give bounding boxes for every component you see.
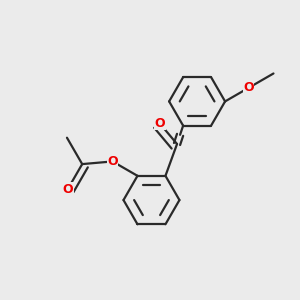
Text: O: O: [62, 182, 73, 196]
Text: O: O: [243, 81, 254, 94]
Text: O: O: [154, 117, 165, 130]
Text: O: O: [107, 155, 118, 168]
